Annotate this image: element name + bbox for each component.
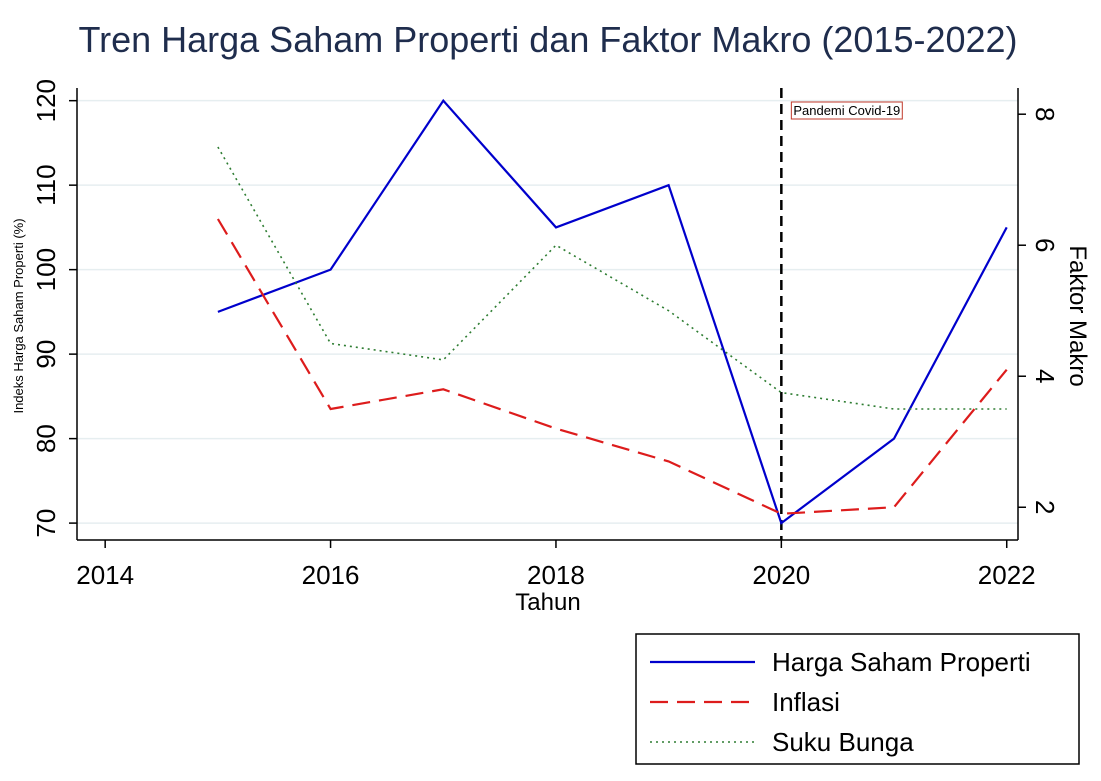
legend-label-2: Suku Bunga [772,727,914,757]
y-right-tick-label-4: 4 [1030,369,1060,383]
y-right-tick-label-6: 6 [1030,238,1060,252]
annotation-layer: Pandemi Covid-19 [780,88,903,540]
legend: Harga Saham Properti Inflasi Suku Bunga [635,633,1080,765]
legend-box [635,633,1080,765]
series-line-2 [217,146,1007,410]
series-line-0 [217,98,1008,525]
y-left-tick-label-100: 100 [31,248,61,291]
legend-label-1: Inflasi [772,687,840,717]
y-axis-right-title: Faktor Makro [1064,245,1091,386]
annotation-label: Pandemi Covid-19 [793,103,900,118]
y-right-tick-label-8: 8 [1030,107,1060,121]
x-tick-label-2022: 2022 [978,560,1036,590]
x-tick-label-2020: 2020 [752,560,810,590]
y-left-tick-label-90: 90 [31,340,61,369]
axes: 2014 2016 2018 2020 2022 70 80 90 100 110 120 2 4 6 8 [31,79,1060,590]
x-axis-title: Tahun [515,589,580,616]
y-left-tick-label-70: 70 [31,509,61,538]
y-left-tick-label-120: 120 [31,79,61,122]
y-axis-left-title: Indeks Harga Saham Properti (%) [11,218,26,413]
series-layer [216,98,1008,525]
x-tick-label-2018: 2018 [527,560,585,590]
x-tick-label-2014: 2014 [76,560,134,590]
series-line-1 [216,218,1008,515]
grid [77,99,1018,524]
y-left-tick-label-80: 80 [31,424,61,453]
y-right-tick-label-2: 2 [1030,500,1060,514]
y-left-tick-label-110: 110 [31,164,61,205]
chart-title: Tren Harga Saham Properti dan Faktor Mak… [78,19,1017,60]
x-tick-label-2016: 2016 [302,560,360,590]
legend-label-0: Harga Saham Properti [772,647,1031,677]
annotation-box [790,101,903,120]
